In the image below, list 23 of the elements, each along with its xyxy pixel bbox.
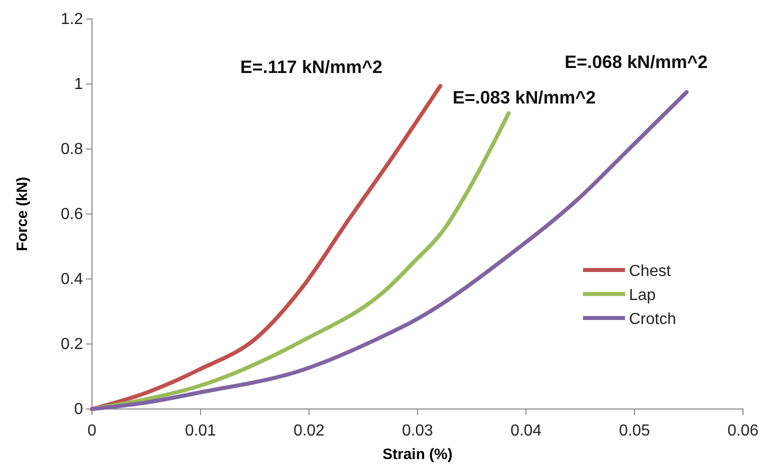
y-tick-label: 0.6 [60, 206, 84, 224]
x-tick-label: 0 [88, 422, 97, 440]
legend-label: Lap [629, 287, 656, 304]
line-series [90, 90, 689, 411]
annotation: E=.068 kN/mm^2 [564, 52, 708, 72]
x-tick-label: 0.03 [402, 422, 434, 440]
x-tick-label: 0.06 [727, 422, 759, 440]
y-tick-label: 0.2 [60, 336, 84, 354]
y-tick-label: 1.2 [60, 11, 84, 28]
y-tick-label: 1 [74, 76, 84, 94]
y-tick-label: 0.4 [60, 271, 84, 288]
y-tick-label: 0.8 [60, 141, 84, 158]
x-axis-title: Strain (%) [382, 446, 453, 463]
x-tick-label: 0.02 [293, 422, 325, 440]
x-tick-label: 0.05 [618, 422, 650, 440]
legend-label: Chest [629, 263, 672, 280]
y-axis-title: Force (kN) [14, 176, 31, 252]
x-tick-label: 0.01 [184, 422, 216, 440]
y-tick-label: 0 [74, 401, 84, 418]
legend-label: Crotch [629, 311, 676, 328]
x-tick-label: 0.04 [510, 422, 542, 440]
annotation: E=.083 kN/mm^2 [452, 87, 596, 108]
annotation: E=.117 kN/mm^2 [240, 56, 382, 77]
